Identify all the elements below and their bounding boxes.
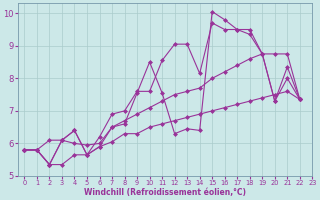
X-axis label: Windchill (Refroidissement éolien,°C): Windchill (Refroidissement éolien,°C): [84, 188, 246, 197]
